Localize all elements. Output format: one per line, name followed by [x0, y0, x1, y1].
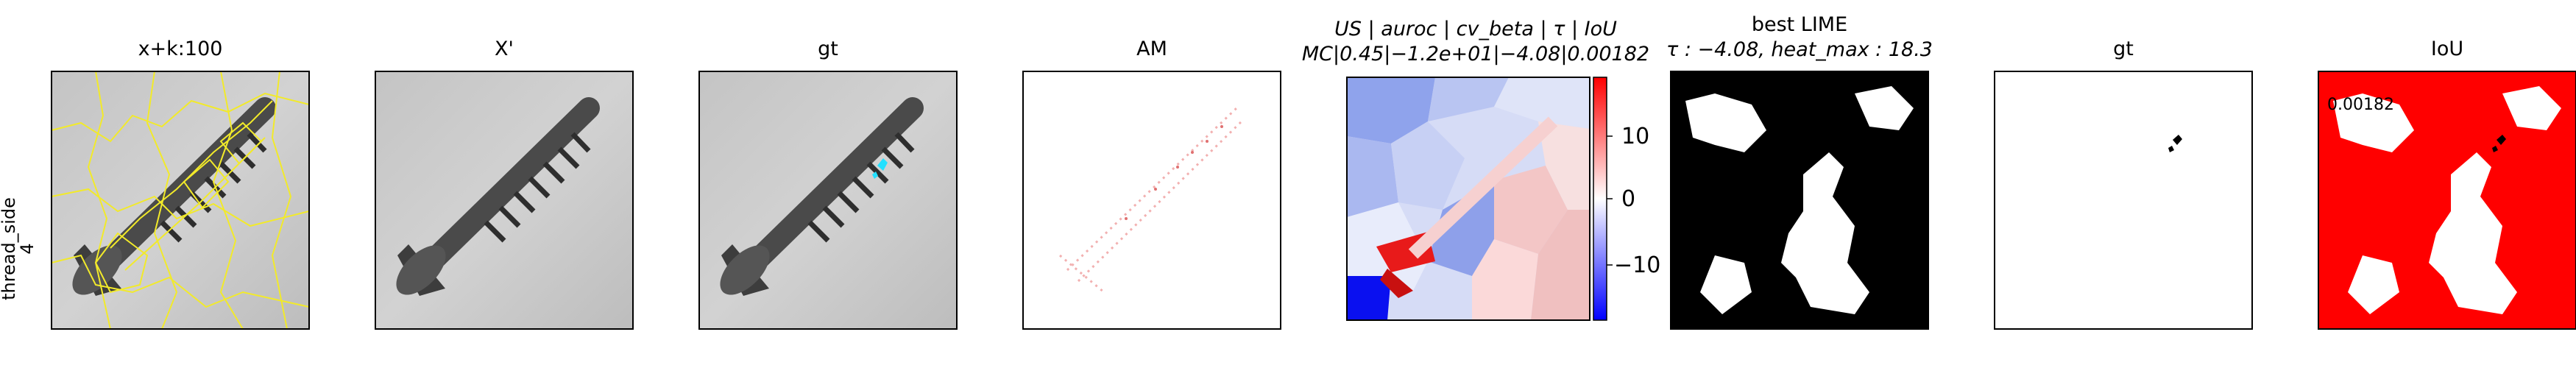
panel-image-p6	[1670, 71, 1929, 330]
colorbar-tick-neg10: −10	[1614, 252, 1660, 278]
panel-image-p5	[1346, 77, 1590, 321]
panel-image-p1	[51, 71, 310, 330]
panel-title-p6-line1: best LIME	[1752, 13, 1847, 36]
panel-title-p1: x+k:100	[138, 38, 223, 60]
panel-image-p8: 0.00182	[2318, 71, 2576, 330]
iou-annotation: 0.00182	[2327, 96, 2394, 114]
panel-title-p7: gt	[2113, 38, 2134, 60]
panel-image-p3	[698, 71, 958, 330]
panel-title-p3: gt	[818, 38, 838, 60]
row-label-line1: thread_side	[0, 197, 19, 300]
panel-image-p2	[375, 71, 634, 330]
colorbar-tick-0: 0	[1621, 186, 1635, 212]
panel-title-p5-line1: US | auroc | cv_beta | τ | IoU	[1334, 18, 1617, 40]
panel-title-p2: X'	[495, 38, 514, 60]
colorbar: 10 0 −10	[1593, 77, 1660, 321]
panel-image-p7	[1994, 71, 2253, 330]
panel-title-p6-line2: τ : −4.08, heat_max : 18.3	[1666, 38, 1933, 61]
row-label-line2: 4	[17, 243, 38, 254]
panel-image-p4	[1022, 71, 1281, 330]
colorbar-tick-10: 10	[1621, 124, 1649, 149]
panel-title-p5-line2: MC|0.45|−1.2e+01|−4.08|0.00182	[1302, 43, 1649, 66]
panel-title-p8: IoU	[2431, 38, 2463, 60]
panel-title-p4: AM	[1136, 38, 1167, 60]
